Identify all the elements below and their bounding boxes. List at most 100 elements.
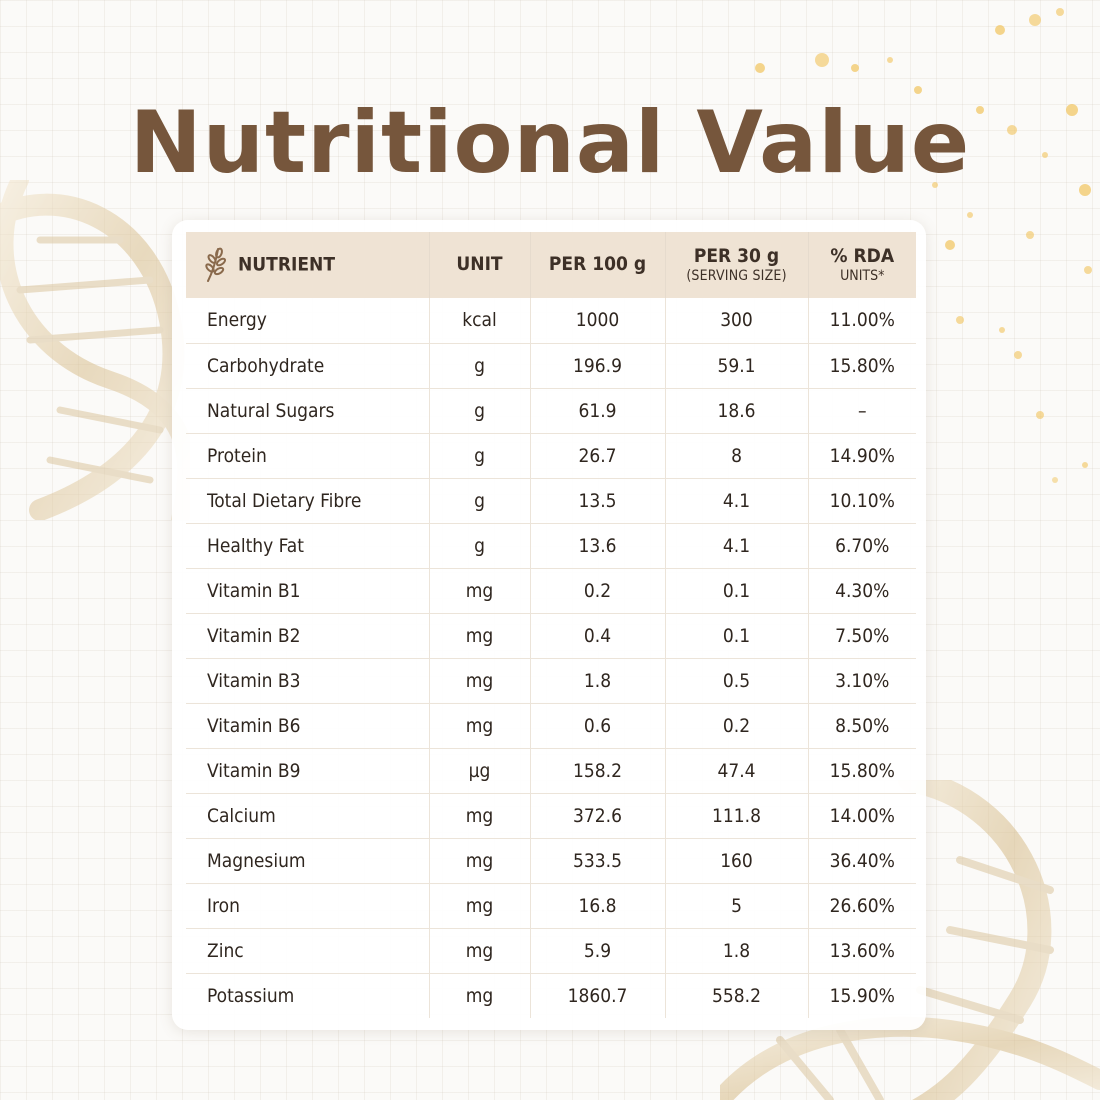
table-row: Energy kcal 1000 300 11.00% [186, 298, 916, 344]
nutrient-cell: Total Dietary Fibre [186, 478, 430, 524]
rda-cell: 11.00% [808, 298, 916, 344]
header-nutrient: NUTRIENT [186, 232, 430, 298]
nutrient-cell: Natural Sugars [186, 388, 430, 434]
table-row: Iron mg 16.8 5 26.60% [186, 883, 916, 929]
rda-cell: 8.50% [808, 703, 916, 749]
per-100g-cell: 1860.7 [530, 973, 666, 1018]
unit-cell: mg [429, 658, 531, 704]
unit-cell: g [429, 478, 531, 524]
rda-cell: 26.60% [808, 883, 916, 929]
dna-helix-right-illustration [720, 780, 1100, 1100]
per-100g-cell: 372.6 [530, 793, 666, 839]
nutrient-cell: Vitamin B3 [186, 658, 430, 704]
table-row: Vitamin B9 µg 158.2 47.4 15.80% [186, 748, 916, 794]
header-rda-label: % RDA [830, 245, 895, 268]
unit-cell: mg [429, 973, 531, 1018]
table-row: Vitamin B2 mg 0.4 0.1 7.50% [186, 613, 916, 659]
nutrient-cell: Vitamin B2 [186, 613, 430, 659]
per-30g-cell: 0.2 [665, 703, 809, 749]
table-row: Total Dietary Fibre g 13.5 4.1 10.10% [186, 478, 916, 524]
rda-cell: 3.10% [808, 658, 916, 704]
per-100g-cell: 1.8 [530, 658, 666, 704]
dna-helix-left-illustration [0, 180, 190, 520]
per-30g-cell: 1.8 [665, 928, 809, 974]
unit-cell: kcal [429, 298, 531, 344]
rda-cell: 4.30% [808, 568, 916, 614]
unit-cell: g [429, 388, 531, 434]
per-100g-cell: 13.6 [530, 523, 666, 569]
unit-cell: g [429, 523, 531, 569]
nutrition-table: NUTRIENT UNIT PER 100 g PER 30 g (SERVIN… [186, 232, 916, 1018]
per-30g-cell: 5 [665, 883, 809, 929]
per-100g-cell: 0.2 [530, 568, 666, 614]
per-30g-cell: 59.1 [665, 343, 809, 389]
nutrient-cell: Calcium [186, 793, 430, 839]
header-per-30g: PER 30 g (SERVING SIZE) [665, 232, 809, 298]
header-rda: % RDA UNITS* [808, 232, 916, 298]
nutrient-cell: Iron [186, 883, 430, 929]
header-nutrient-label: NUTRIENT [238, 253, 336, 276]
rda-cell: 36.40% [808, 838, 916, 884]
per-100g-cell: 196.9 [530, 343, 666, 389]
header-serving-size-label: (SERVING SIZE) [686, 267, 787, 284]
table-row: Potassium mg 1860.7 558.2 15.90% [186, 973, 916, 1018]
table-row: Natural Sugars g 61.9 18.6– [186, 388, 916, 434]
unit-cell: mg [429, 793, 531, 839]
rda-cell: 6.70% [808, 523, 916, 569]
per-30g-cell: 4.1 [665, 478, 809, 524]
unit-cell: mg [429, 928, 531, 974]
per-30g-cell: 4.1 [665, 523, 809, 569]
unit-cell: mg [429, 838, 531, 884]
per-100g-cell: 158.2 [530, 748, 666, 794]
rda-cell: 13.60% [808, 928, 916, 974]
nutrient-cell: Magnesium [186, 838, 430, 884]
table-row: Healthy Fat g 13.6 4.1 6.70% [186, 523, 916, 569]
rda-cell: 14.90% [808, 433, 916, 479]
per-30g-cell: 300 [665, 298, 809, 344]
table-row: Carbohydrate g 196.9 59.1 15.80% [186, 343, 916, 389]
nutrient-cell: Vitamin B6 [186, 703, 430, 749]
rda-cell: 7.50% [808, 613, 916, 659]
rda-cell: 15.80% [808, 343, 916, 389]
nutrition-table-card: NUTRIENT UNIT PER 100 g PER 30 g (SERVIN… [172, 220, 926, 1030]
nutrient-cell: Carbohydrate [186, 343, 430, 389]
per-30g-cell: 160 [665, 838, 809, 884]
table-row: Vitamin B3 mg 1.8 0.5 3.10% [186, 658, 916, 704]
per-30g-cell: 558.2 [665, 973, 809, 1018]
nutrient-cell: Healthy Fat [186, 523, 430, 569]
per-100g-cell: 1000 [530, 298, 666, 344]
nutrient-cell: Protein [186, 433, 430, 479]
table-row: Protein g 26.7 8 14.90% [186, 433, 916, 479]
table-row: Magnesium mg 533.5 160 36.40% [186, 838, 916, 884]
rda-cell: 15.90% [829, 984, 895, 1007]
unit-cell: mg [429, 883, 531, 929]
wheat-icon [205, 247, 227, 282]
rda-cell: – [808, 388, 916, 434]
per-100g-cell: 5.9 [530, 928, 666, 974]
per-30g-cell: 111.8 [665, 793, 809, 839]
unit-cell: µg [429, 748, 531, 794]
nutrient-cell: Potassium [186, 973, 430, 1018]
per-100g-cell: 61.9 [530, 388, 666, 434]
header-per-30g-label: PER 30 g [693, 245, 780, 268]
per-100g-cell: 26.7 [530, 433, 666, 479]
nutrient-cell: Energy [186, 298, 430, 344]
unit-cell: g [429, 343, 531, 389]
header-unit: UNIT [429, 232, 531, 298]
table-header-row: NUTRIENT UNIT PER 100 g PER 30 g (SERVIN… [186, 232, 916, 298]
table-row: Calcium mg 372.6 111.8 14.00% [186, 793, 916, 839]
per-30g-cell: 47.4 [665, 748, 809, 794]
nutrient-cell: Vitamin B1 [186, 568, 430, 614]
nutrient-cell: Vitamin B9 [186, 748, 430, 794]
rda-cell: 10.10% [808, 478, 916, 524]
per-30g-cell: 18.6 [665, 388, 809, 434]
rda-cell: 14.00% [808, 793, 916, 839]
nutrient-cell: Zinc [186, 928, 430, 974]
unit-cell: mg [429, 613, 531, 659]
per-100g-cell: 0.4 [530, 613, 666, 659]
per-30g-cell: 0.5 [665, 658, 809, 704]
unit-cell: mg [429, 568, 531, 614]
table-row: Zinc mg 5.9 1.8 13.60% [186, 928, 916, 974]
header-rda-units-label: UNITS* [840, 267, 885, 284]
per-100g-cell: 16.8 [530, 883, 666, 929]
